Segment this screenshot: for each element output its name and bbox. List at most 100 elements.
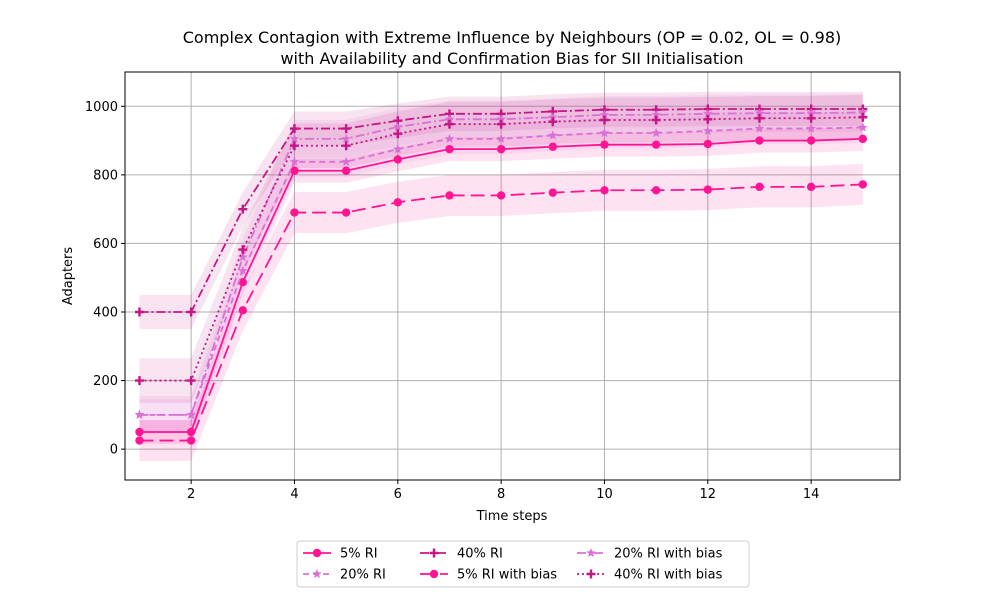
data-point [599,115,609,125]
data-point [341,166,351,175]
data-point [289,156,300,166]
legend-frame [296,540,750,588]
data-point [703,185,712,194]
series-band [139,163,863,462]
data-point [238,245,248,255]
data-point [703,114,713,124]
legend-item: 5% RI [303,547,378,562]
x-axis-label: Time steps [476,509,548,524]
data-point [754,108,765,118]
data-point [134,409,145,419]
data-point [599,109,610,119]
data-point [238,252,248,262]
series [135,134,867,437]
plot-frame [124,71,901,481]
data-point [186,376,196,386]
data-point [135,427,144,437]
data-point [312,548,322,558]
series [134,107,868,419]
data-point [600,186,609,195]
data-point [858,134,867,144]
data-point [599,128,610,138]
axis-ticks: 2 4 6 8 10 12 14 0 200 400 600 800 1000 [85,100,820,502]
data-point [135,436,144,445]
legend-label: 20% RI [340,568,386,583]
data-point [755,136,764,145]
data-point [806,182,816,192]
data-point [312,569,322,579]
data-point [134,376,144,386]
legend-item: 5% RI with bias [420,568,557,583]
legend-label: 40% RI [457,547,503,562]
data-point [496,144,506,154]
data-point [341,124,351,134]
series-band [139,93,863,434]
data-point [651,109,661,119]
data-point [806,113,816,123]
data-point [393,129,403,139]
data-point [600,140,609,149]
x-tick-label: 6 [394,487,402,502]
legend-label: 40% RI with bias [614,568,723,583]
data-point [548,142,557,151]
data-point [393,155,402,164]
data-point [186,427,196,437]
data-point [290,208,299,217]
data-point [651,186,661,195]
data-point [703,125,713,136]
series [135,180,867,445]
y-tick-label: 800 [93,168,118,183]
data-point [651,128,661,138]
data-point [393,121,403,131]
data-point [186,436,196,445]
legend-item: 40% RI with bias [577,568,723,583]
data-point [289,133,300,143]
series-band [139,112,863,431]
data-point [186,409,196,419]
series-band [139,91,863,330]
data-point [651,140,661,149]
data-point [341,133,351,143]
x-tick-label: 10 [596,487,613,502]
data-point [186,307,196,317]
legend-label: 5% RI [340,547,378,562]
data-point [444,133,455,143]
data-point [238,306,247,315]
y-tick-label: 0 [110,443,118,458]
data-point [858,122,868,132]
x-tick-label: 2 [187,487,195,502]
legend-item: 20% RI [303,568,386,583]
legend: 5% RI 20% RI 40% RI 5% RI with bias 20% RI w… [296,540,750,588]
data-point [393,198,402,207]
data-point [806,108,816,118]
data-point [858,180,867,189]
legend-label: 20% RI with bias [614,547,723,562]
data-point [445,191,454,200]
data-point [548,117,558,127]
data-point [703,108,713,118]
data-point [703,139,712,149]
data-point [754,113,764,123]
data-point [548,188,557,197]
data-point [238,277,247,287]
data-point [290,166,299,175]
x-tick-label: 12 [700,487,717,502]
data-point [289,124,299,134]
x-tick-label: 14 [803,487,820,502]
legend-label: 5% RI with bias [457,568,557,583]
data-point [429,569,439,579]
x-tick-label: 8 [497,487,505,502]
data-point [651,115,661,125]
series [134,112,868,386]
data-point [444,119,454,129]
x-tick-label: 4 [290,487,298,502]
data-point [289,141,299,151]
data-point [393,144,403,154]
data-point [496,191,506,200]
y-tick-label: 200 [93,374,118,389]
data-point [341,141,351,151]
y-tick-label: 600 [93,237,118,252]
data-point [548,130,558,140]
series-line [139,111,863,416]
